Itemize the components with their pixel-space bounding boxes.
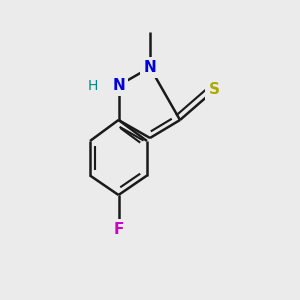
Bar: [109, 75, 128, 96]
Text: H: H: [88, 79, 98, 92]
Text: N: N: [144, 60, 156, 75]
Bar: [140, 57, 160, 78]
Bar: [205, 80, 224, 100]
Text: F: F: [113, 222, 124, 237]
Bar: [109, 219, 128, 240]
Text: methyl_C: methyl_C: [146, 25, 152, 27]
Text: N: N: [112, 78, 125, 93]
Text: S: S: [209, 82, 220, 98]
